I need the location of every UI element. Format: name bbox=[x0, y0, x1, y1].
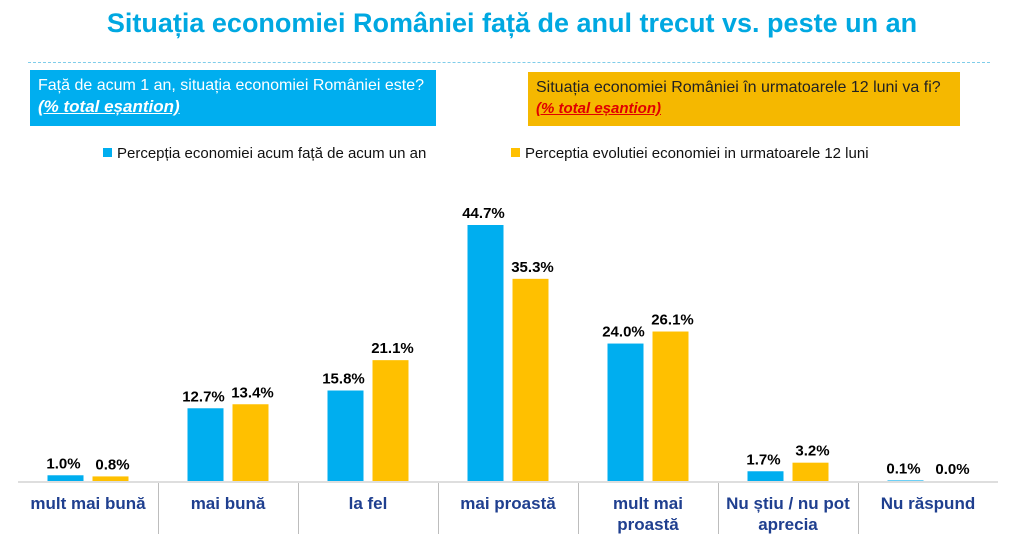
data-label-past-year-5: 1.7% bbox=[746, 451, 780, 468]
data-label-next-year-6: 0.0% bbox=[935, 461, 969, 478]
bar-past-year-1 bbox=[187, 408, 224, 481]
legend-label-past-year: Percepția economiei acum față de acum un… bbox=[117, 145, 427, 162]
category-separator bbox=[718, 483, 719, 534]
legend-item-past-year: Percepția economiei acum față de acum un… bbox=[103, 145, 426, 162]
category-separator bbox=[438, 483, 439, 534]
sample-note-next-year: (% total eșantion) bbox=[536, 100, 662, 117]
bar-past-year-5 bbox=[747, 471, 784, 481]
bar-past-year-3 bbox=[467, 225, 504, 481]
category-label-0: mult mai bună bbox=[30, 494, 146, 513]
data-label-past-year-4: 24.0% bbox=[602, 324, 645, 341]
data-label-next-year-3: 35.3% bbox=[511, 259, 554, 276]
bar-past-year-0 bbox=[47, 475, 84, 481]
legend-swatch-blue bbox=[103, 148, 112, 157]
category-separator bbox=[298, 483, 299, 534]
legend-item-next-year: Perceptia evolutiei economiei in urmatoa… bbox=[511, 145, 869, 162]
data-label-next-year-1: 13.4% bbox=[231, 384, 274, 401]
category-label-5: Nu știu / nu pot aprecia bbox=[726, 494, 850, 534]
page-title: Situația economiei României față de anul… bbox=[106, 8, 918, 38]
question-next-year-text: Situația economiei României în urmatoare… bbox=[536, 79, 941, 96]
category-label-2: la fel bbox=[348, 494, 388, 513]
data-label-past-year-1: 12.7% bbox=[182, 388, 225, 405]
data-label-next-year-0: 0.8% bbox=[95, 456, 129, 473]
chart-legend: Percepția economiei acum față de acum un… bbox=[0, 145, 1024, 165]
category-label-6: Nu răspund bbox=[880, 494, 976, 513]
category-separator bbox=[158, 483, 159, 534]
category-label-1: mai bună bbox=[190, 494, 266, 513]
question-box-next-year: Situația economiei României în urmatoare… bbox=[528, 72, 960, 126]
data-label-past-year-6: 0.1% bbox=[886, 460, 920, 477]
bar-next-year-3 bbox=[512, 278, 549, 481]
legend-swatch-orange bbox=[511, 148, 520, 157]
data-label-past-year-3: 44.7% bbox=[462, 205, 505, 222]
bar-past-year-2 bbox=[327, 390, 364, 481]
data-label-past-year-2: 15.8% bbox=[322, 371, 365, 388]
bar-past-year-4 bbox=[607, 343, 644, 481]
bar-next-year-5 bbox=[792, 462, 829, 481]
bar-next-year-1 bbox=[232, 404, 269, 481]
bar-next-year-4 bbox=[652, 331, 689, 481]
data-label-next-year-2: 21.1% bbox=[371, 340, 414, 357]
question-box-past-year: Față de acum 1 an, situația economiei Ro… bbox=[30, 70, 436, 126]
data-label-past-year-0: 1.0% bbox=[46, 455, 80, 472]
category-label-4: mult mai proastă bbox=[613, 494, 683, 534]
data-label-next-year-5: 3.2% bbox=[795, 443, 829, 460]
title-divider bbox=[28, 62, 990, 63]
data-label-next-year-4: 26.1% bbox=[651, 312, 694, 329]
category-separator bbox=[578, 483, 579, 534]
question-past-year-text: Față de acum 1 an, situația economiei Ro… bbox=[38, 77, 424, 94]
bar-next-year-2 bbox=[372, 360, 409, 481]
category-label-3: mai proastă bbox=[460, 494, 556, 513]
sample-note-past-year: (% total eșantion) bbox=[38, 97, 180, 116]
bar-next-year-0 bbox=[92, 476, 129, 481]
bar-past-year-6 bbox=[887, 480, 924, 481]
legend-label-next-year: Perceptia evolutiei economiei in urmatoa… bbox=[525, 145, 869, 162]
category-separator bbox=[858, 483, 859, 534]
